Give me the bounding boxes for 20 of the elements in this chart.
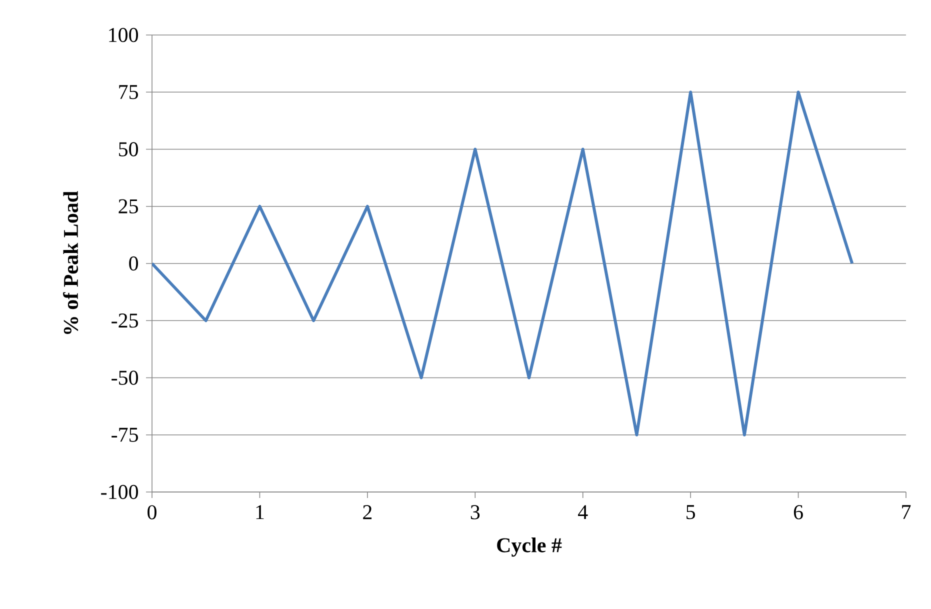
y-tick-label: 100 xyxy=(109,28,138,42)
x-tick-label: 2 xyxy=(363,505,372,520)
x-axis-title: Cycle # xyxy=(497,538,562,557)
x-tick-label: 0 xyxy=(148,505,156,520)
x-tick-label: 3 xyxy=(470,505,480,520)
y-tick-label: 75 xyxy=(119,85,138,100)
y-tick-label: 50 xyxy=(119,142,138,156)
y-tick-label: -25 xyxy=(112,314,138,328)
x-tick-label: 6 xyxy=(794,505,803,520)
x-tick-label: 1 xyxy=(256,505,264,520)
y-tick-label: -100 xyxy=(101,484,138,500)
y-tick-label: 25 xyxy=(118,199,138,214)
y-tick-label: 0 xyxy=(129,256,138,271)
x-tick-label: 4 xyxy=(578,505,588,520)
y-tick-label: -50 xyxy=(112,370,138,385)
x-tick-label: 7 xyxy=(902,505,911,519)
y-axis-title: % of Peak Load xyxy=(63,191,78,334)
x-tick-label: 5 xyxy=(686,505,695,520)
line-series xyxy=(152,90,854,436)
y-tick-label: -75 xyxy=(112,428,138,442)
